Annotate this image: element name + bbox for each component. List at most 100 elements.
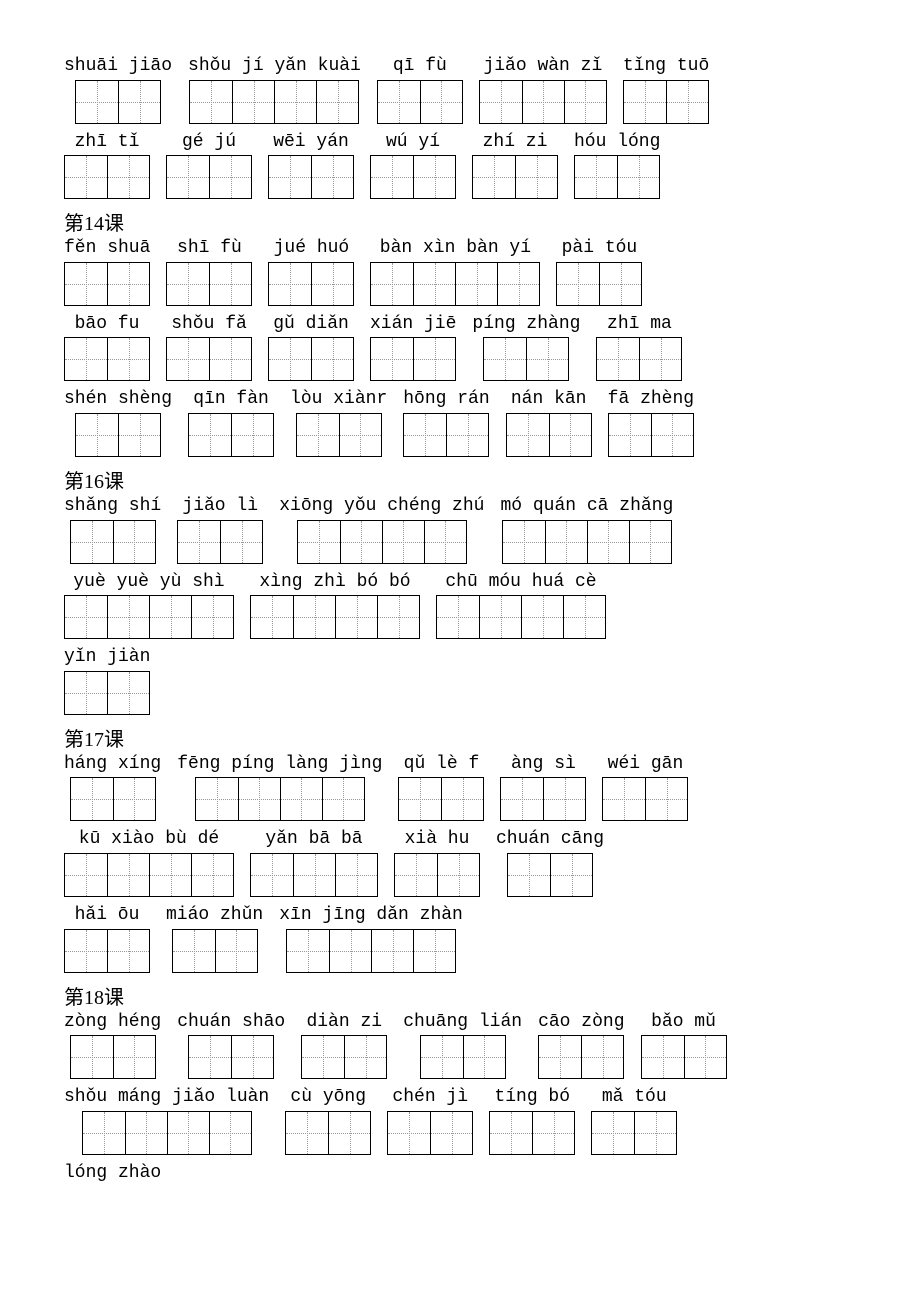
word-block: hóu lóng <box>574 132 660 200</box>
word-block: gǔ diǎn <box>268 314 354 382</box>
word-block: shǒu máng jiǎo luàn <box>64 1087 269 1155</box>
word-block: hōng rán <box>403 389 489 457</box>
word-block: pài tóu <box>556 238 642 306</box>
pinyin-label: fěn shuā <box>64 238 150 260</box>
char-box <box>209 1112 251 1154</box>
pinyin-label: hǎi ōu <box>75 905 140 927</box>
lesson-heading: 第14课 <box>64 207 856 236</box>
char-box <box>167 1112 209 1154</box>
word-block: zòng héng <box>64 1012 161 1080</box>
char-box <box>479 596 521 638</box>
word-block: shén shèng <box>64 389 172 457</box>
pinyin-label: lóng zhào <box>64 1163 161 1185</box>
word-block: xià hu <box>394 829 480 897</box>
char-box <box>344 1036 386 1078</box>
pinyin-label: miáo zhǔn <box>166 905 263 927</box>
char-box <box>371 263 413 305</box>
char-box <box>65 672 107 714</box>
char-box <box>455 263 497 305</box>
char-box <box>550 854 592 896</box>
char-box <box>597 338 639 380</box>
char-box <box>603 778 645 820</box>
char-box <box>269 338 311 380</box>
char-box <box>639 338 681 380</box>
char-box <box>430 1112 472 1154</box>
char-box-group <box>538 1035 624 1079</box>
char-box <box>311 263 353 305</box>
char-box <box>563 596 605 638</box>
char-box <box>503 521 545 563</box>
word-block: lòu xiànr <box>290 389 387 457</box>
pinyin-label: cāo zòng <box>538 1012 624 1034</box>
pinyin-label: kū xiào bù dé <box>79 829 219 851</box>
pinyin-label: zhī tǐ <box>75 132 140 154</box>
char-box-group <box>387 1111 473 1155</box>
char-box-group <box>483 337 569 381</box>
pinyin-label: yǐn jiàn <box>64 647 150 669</box>
char-box-group <box>398 777 484 821</box>
word-block: àng sì <box>500 754 586 822</box>
pinyin-label: zhí zi <box>483 132 548 154</box>
char-box-group <box>502 520 672 564</box>
char-box <box>125 1112 167 1154</box>
word-block: xián jiē <box>370 314 456 382</box>
char-box <box>173 930 215 972</box>
char-box-group <box>370 262 540 306</box>
char-box <box>297 414 339 456</box>
word-row: shuāi jiāoshǒu jí yǎn kuàiqī fùjiǎo wàn … <box>64 56 856 124</box>
char-box-group <box>250 853 378 897</box>
pinyin-label: xìng zhì bó bó <box>259 572 410 594</box>
word-block: chuāng lián <box>403 1012 522 1080</box>
char-box-group <box>166 155 252 199</box>
char-box <box>521 596 563 638</box>
pinyin-label: chuán shāo <box>177 1012 285 1034</box>
char-box <box>543 778 585 820</box>
char-box <box>463 1036 505 1078</box>
char-box <box>413 338 455 380</box>
word-block: miáo zhǔn <box>166 905 263 973</box>
char-box-group <box>268 155 354 199</box>
char-box <box>71 521 113 563</box>
char-box-group <box>64 671 150 715</box>
char-box-group <box>70 777 156 821</box>
char-box <box>587 521 629 563</box>
char-box <box>424 521 466 563</box>
word-block: fā zhèng <box>608 389 694 457</box>
char-box <box>446 414 488 456</box>
pinyin-label: shén shèng <box>64 389 172 411</box>
pinyin-label: nán kān <box>511 389 587 411</box>
char-box-group <box>591 1111 677 1155</box>
char-box <box>118 81 160 123</box>
char-box <box>107 854 149 896</box>
char-box <box>624 81 666 123</box>
char-box-group <box>172 929 258 973</box>
pinyin-label: shuāi jiāo <box>64 56 172 78</box>
word-block: qīn fàn <box>188 389 274 457</box>
char-box <box>522 81 564 123</box>
word-block: píng zhàng <box>472 314 580 382</box>
char-box <box>311 338 353 380</box>
char-box-group <box>64 853 234 897</box>
char-box-group <box>297 520 467 564</box>
pinyin-label: shǒu jí yǎn kuài <box>188 56 361 78</box>
pinyin-label: tǐng tuō <box>623 56 709 78</box>
char-box <box>371 338 413 380</box>
char-box <box>413 263 455 305</box>
pinyin-label: mó quán cā zhǎng <box>500 496 673 518</box>
char-box <box>269 263 311 305</box>
word-row: yuè yuè yù shìxìng zhì bó bóchū móu huá … <box>64 572 856 640</box>
word-block: xìng zhì bó bó <box>250 572 420 640</box>
char-box <box>167 338 209 380</box>
pinyin-label: xià hu <box>405 829 470 851</box>
word-block: qī fù <box>377 56 463 124</box>
char-box-group <box>489 1111 575 1155</box>
char-box-group <box>574 155 660 199</box>
char-box <box>378 81 420 123</box>
pinyin-label: xián jiē <box>370 314 456 336</box>
char-box <box>65 156 107 198</box>
char-box <box>209 338 251 380</box>
char-box-group <box>166 337 252 381</box>
word-block: tíng bó <box>489 1087 575 1155</box>
char-box-group <box>394 853 480 897</box>
word-block: chuán shāo <box>177 1012 285 1080</box>
